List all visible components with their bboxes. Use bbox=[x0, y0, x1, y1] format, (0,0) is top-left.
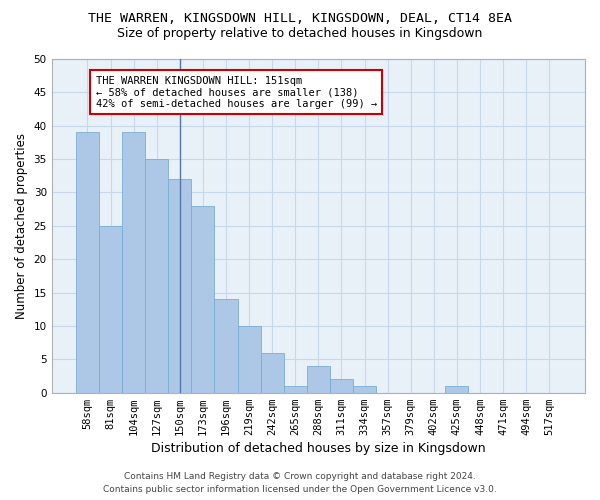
Text: Size of property relative to detached houses in Kingsdown: Size of property relative to detached ho… bbox=[118, 28, 482, 40]
Bar bbox=[284, 386, 307, 392]
X-axis label: Distribution of detached houses by size in Kingsdown: Distribution of detached houses by size … bbox=[151, 442, 485, 455]
Text: THE WARREN, KINGSDOWN HILL, KINGSDOWN, DEAL, CT14 8EA: THE WARREN, KINGSDOWN HILL, KINGSDOWN, D… bbox=[88, 12, 512, 26]
Bar bbox=[191, 206, 214, 392]
Bar bbox=[260, 352, 284, 393]
Text: THE WARREN KINGSDOWN HILL: 151sqm
← 58% of detached houses are smaller (138)
42%: THE WARREN KINGSDOWN HILL: 151sqm ← 58% … bbox=[95, 76, 377, 109]
Bar bbox=[168, 179, 191, 392]
Bar bbox=[353, 386, 376, 392]
Bar bbox=[445, 386, 469, 392]
Bar bbox=[307, 366, 330, 392]
Bar bbox=[122, 132, 145, 392]
Bar bbox=[99, 226, 122, 392]
Text: Contains HM Land Registry data © Crown copyright and database right 2024.
Contai: Contains HM Land Registry data © Crown c… bbox=[103, 472, 497, 494]
Y-axis label: Number of detached properties: Number of detached properties bbox=[15, 133, 28, 319]
Bar bbox=[238, 326, 260, 392]
Bar bbox=[145, 159, 168, 392]
Bar bbox=[76, 132, 99, 392]
Bar bbox=[330, 380, 353, 392]
Bar bbox=[214, 300, 238, 392]
